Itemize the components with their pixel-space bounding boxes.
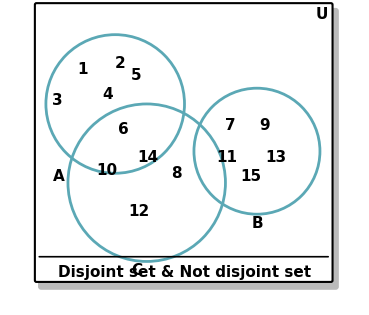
Text: A: A [53, 169, 64, 184]
Text: 10: 10 [97, 163, 118, 178]
Text: C: C [132, 263, 143, 278]
Text: Disjoint set & Not disjoint set: Disjoint set & Not disjoint set [58, 265, 311, 280]
Text: 3: 3 [52, 93, 62, 108]
Text: 4: 4 [102, 87, 113, 102]
Text: B: B [251, 216, 263, 231]
Text: 15: 15 [240, 169, 261, 184]
Text: 5: 5 [130, 68, 141, 83]
Text: 14: 14 [138, 150, 159, 165]
FancyBboxPatch shape [38, 8, 339, 290]
Text: 7: 7 [225, 118, 235, 134]
Text: 1: 1 [77, 62, 87, 77]
Text: 13: 13 [265, 150, 286, 165]
FancyBboxPatch shape [35, 3, 332, 282]
Text: 8: 8 [171, 166, 182, 181]
Text: 2: 2 [114, 55, 125, 71]
Text: U: U [315, 7, 328, 22]
Text: 6: 6 [118, 122, 128, 137]
Text: 9: 9 [259, 118, 270, 134]
Text: 11: 11 [217, 150, 238, 165]
Text: 12: 12 [128, 203, 149, 219]
